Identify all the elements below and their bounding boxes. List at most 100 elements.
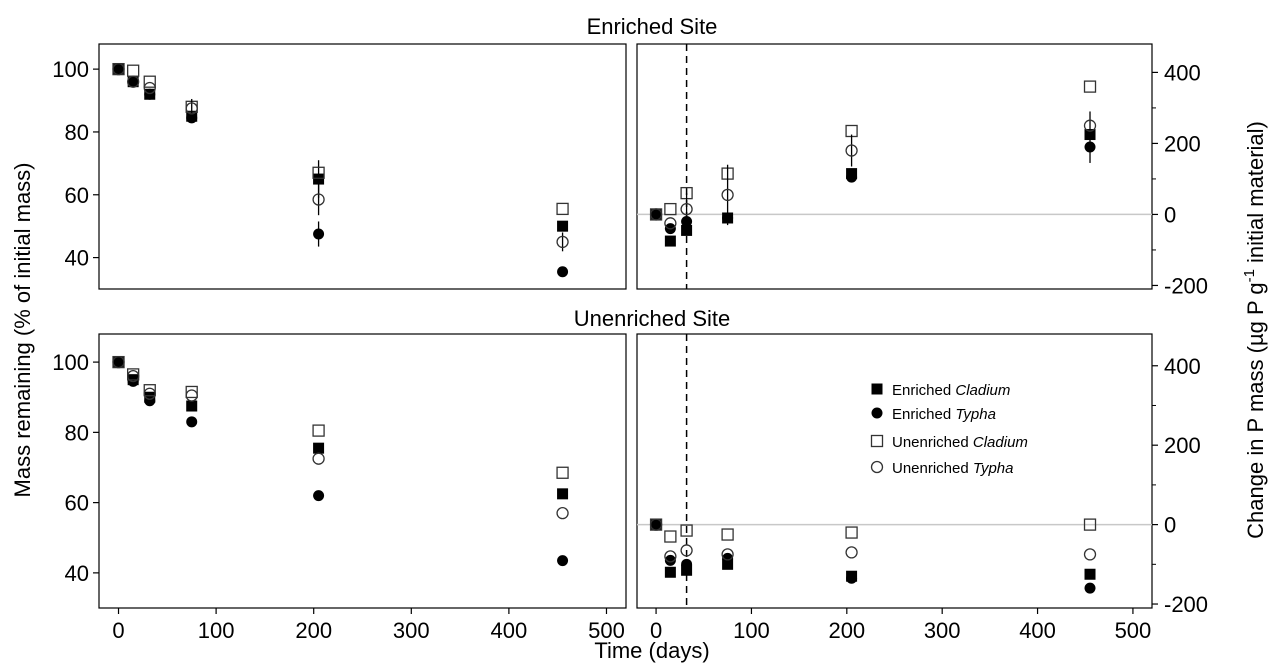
data-point [721,188,734,202]
data-point [721,528,734,541]
data-point [113,63,125,75]
plot-frame [636,333,1153,609]
y-tick-label: 40 [65,561,89,586]
y-tick-label: 0 [1164,202,1176,227]
title-enriched-site: Enriched Site [587,14,718,39]
y-axis-label-right-sup: -1 [1241,269,1258,282]
data-point [664,235,676,247]
data-point [1083,80,1097,93]
data-point [680,524,693,537]
y-tick-label: 80 [65,120,89,145]
data-point [1083,119,1097,132]
data-point [556,466,569,479]
plot-frame [98,333,627,609]
data-point [846,572,858,584]
series-enriched-typha [650,519,1096,594]
y-tick-label: 400 [1164,60,1201,85]
series-enriched-typha [113,356,569,567]
series-unenriched-cladium [649,518,1097,543]
x-tick-label: 300 [924,618,961,643]
legend-label-enriched-typha: Enriched Typha [892,406,996,423]
data-point [185,102,198,115]
data-point [557,220,569,232]
data-point [127,64,140,77]
data-point [1084,568,1096,580]
data-point [143,81,156,95]
data-point [649,518,663,531]
legend-label-unenriched-cladium: Unenriched Cladium [892,434,1028,451]
legend-label-enriched-cladium: Enriched Cladium [892,382,1010,399]
data-point [1083,518,1097,531]
series-enriched-cladium [650,519,1096,582]
data-point [185,389,198,402]
y-tick-label: 40 [65,246,89,271]
data-point [680,202,693,216]
data-point [845,526,858,539]
data-point [186,416,198,428]
series-unenriched-typha [112,355,569,520]
title-unenriched-site: Unenriched Site [574,306,731,331]
data-point [664,566,676,578]
data-point [556,202,569,216]
data-point [556,235,569,249]
data-point [313,490,325,502]
data-point [1084,582,1096,594]
data-point [649,208,663,221]
y-tick-label: -200 [1164,273,1208,298]
data-point [845,546,858,559]
x-tick-label: 100 [198,618,235,643]
data-point [680,544,693,557]
data-point [664,530,677,543]
y-tick-label: 200 [1164,433,1201,458]
data-point [143,387,156,400]
series-unenriched-cladium [649,80,1097,221]
series-unenriched-typha [649,518,1097,563]
data-point [1084,141,1096,153]
data-point [144,88,156,100]
x-tick-label: 0 [650,618,662,643]
data-point [1083,548,1097,561]
data-point [313,228,325,240]
data-point [127,370,140,383]
data-point [186,400,198,412]
y-tick-label: 80 [65,420,89,445]
data-point [557,555,569,567]
x-tick-label: 0 [112,618,124,643]
x-tick-label: 400 [491,618,528,643]
series-unenriched-typha [649,111,1097,230]
x-tick-label: 300 [393,618,430,643]
y-tick-label: 0 [1164,513,1176,538]
data-point [112,355,125,369]
y-axis-label-right-tail: initial material) [1243,121,1268,269]
data-point [143,384,156,397]
legend: Enriched Cladium Enriched Typha Unenrich… [870,382,1028,477]
y-tick-label: 100 [52,350,89,375]
panel-unenriched-p: -200 0 200 400 0 100 200 300 400 500 [636,333,1208,643]
legend-marker-square-filled [871,383,883,395]
data-point [650,208,662,220]
x-tick-label: 200 [828,618,865,643]
data-point [664,550,677,563]
y-tick-label: 100 [52,57,89,82]
y-axis-label-left: Mass remaining (% of initial mass) [10,163,35,498]
y-tick-label: 400 [1164,354,1201,379]
plot-frame [636,43,1153,290]
series-unenriched-cladium [112,355,569,479]
y-tick-label: 60 [65,183,89,208]
x-tick-label: 200 [295,618,332,643]
data-point [143,75,156,88]
data-point [312,424,325,437]
x-tick-label: 500 [1115,618,1152,643]
series-unenriched-typha [112,62,569,252]
panel-unenriched-mass: 40 60 80 100 0 100 200 300 400 500 [52,333,627,643]
data-point [681,224,693,236]
data-point [312,452,325,465]
panel-enriched-mass: 40 60 80 100 [52,43,627,290]
legend-label-unenriched-typha: Unenriched Typha [892,460,1013,477]
data-point [127,75,140,88]
series-enriched-typha [113,63,569,278]
legend-marker-square-open [870,434,884,448]
data-point [722,552,734,564]
